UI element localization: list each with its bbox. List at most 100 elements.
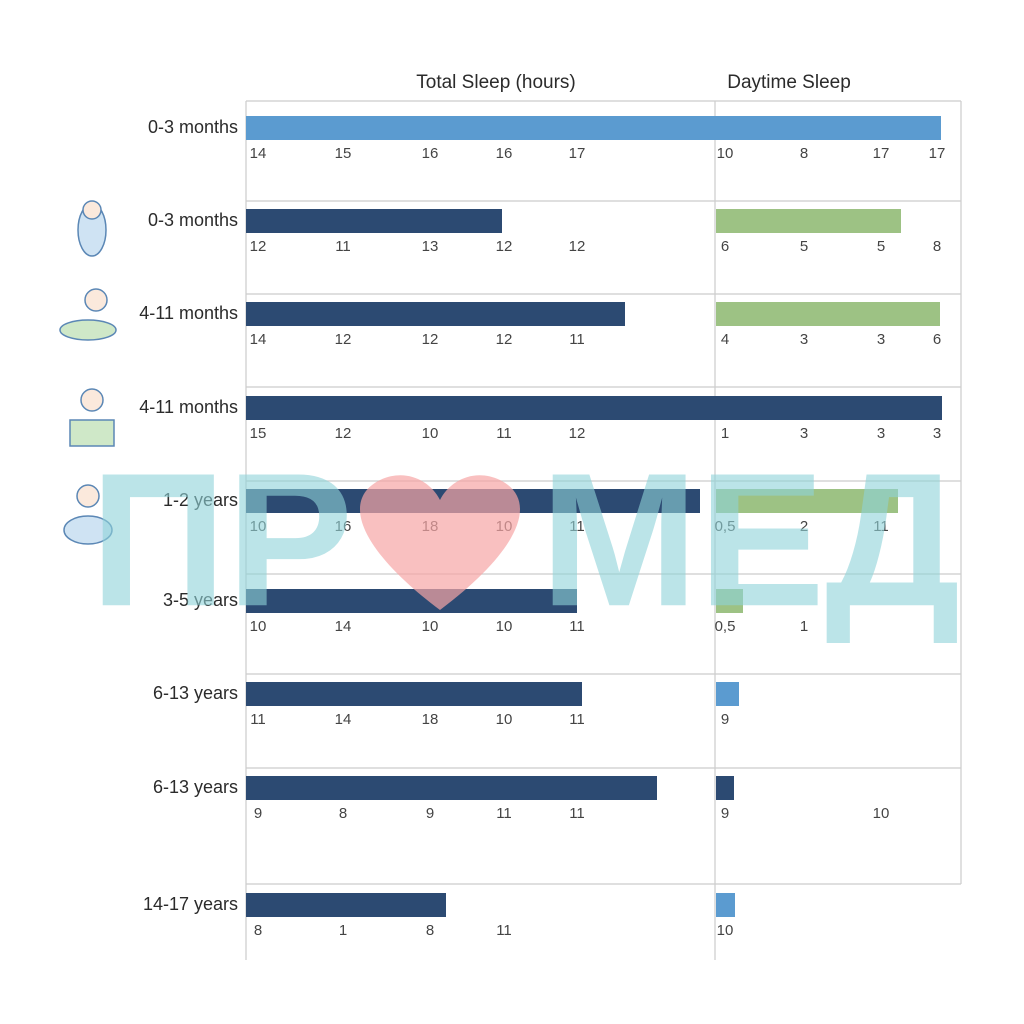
daytime-value: 3 xyxy=(877,425,885,442)
watermark: ПР МЕД xyxy=(90,434,960,646)
watermark-text: ПР xyxy=(90,434,353,646)
total-value: 11 xyxy=(496,922,512,939)
daytime-value: 0,5 xyxy=(715,518,736,535)
daytime-value: 1 xyxy=(721,425,729,442)
total-value: 17 xyxy=(569,145,586,162)
daytime-value: 4 xyxy=(721,331,729,348)
total-value: 8 xyxy=(426,922,434,939)
total-value: 12 xyxy=(422,331,439,348)
total-value: 10 xyxy=(250,518,267,535)
total-value: 10 xyxy=(422,425,439,442)
total-value: 10 xyxy=(250,618,267,635)
total-value: 10 xyxy=(496,711,513,728)
bar xyxy=(246,209,502,233)
total-value: 12 xyxy=(496,238,513,255)
daytime-value: 9 xyxy=(721,805,729,822)
daytime-value: 3 xyxy=(877,331,885,348)
total-value: 11 xyxy=(250,711,266,728)
total-value: 11 xyxy=(335,238,351,255)
total-value: 10 xyxy=(496,618,513,635)
row-label: 1-2 years xyxy=(163,490,238,510)
total-value: 16 xyxy=(496,145,513,162)
total-value: 11 xyxy=(569,711,585,728)
bar xyxy=(246,682,582,706)
bar xyxy=(246,589,577,613)
bar xyxy=(716,302,940,326)
daytime-value: 5 xyxy=(800,238,808,255)
total-value: 11 xyxy=(569,805,585,822)
daytime-header: Daytime Sleep xyxy=(727,72,851,93)
row-label: 6-13 years xyxy=(153,683,238,703)
frame xyxy=(245,100,962,960)
total-value: 12 xyxy=(569,425,586,442)
row-label: 6-13 years xyxy=(153,777,238,797)
total-value: 12 xyxy=(335,425,352,442)
daytime-value: 10 xyxy=(717,922,734,939)
total-value: 11 xyxy=(569,618,585,635)
icons xyxy=(59,200,117,545)
bar xyxy=(716,776,734,800)
daytime-value: 8 xyxy=(933,238,941,255)
total-value: 12 xyxy=(569,238,586,255)
total-value: 8 xyxy=(254,922,262,939)
total-value: 11 xyxy=(496,425,512,442)
total-value: 9 xyxy=(254,805,262,822)
row-label: 0-3 months xyxy=(148,210,238,230)
bar xyxy=(716,589,743,613)
total-value: 9 xyxy=(426,805,434,822)
daytime-value: 9 xyxy=(721,711,729,728)
total-value: 11 xyxy=(569,518,585,535)
bar xyxy=(246,302,625,326)
row-label: 0-3 months xyxy=(148,117,238,137)
bar xyxy=(716,893,735,917)
total-value: 12 xyxy=(335,331,352,348)
total-value: 18 xyxy=(422,711,439,728)
total-value: 16 xyxy=(335,518,352,535)
row-label: 4-11 months xyxy=(139,303,238,323)
daytime-value: 1 xyxy=(800,618,808,635)
daytime-value: 3 xyxy=(800,425,808,442)
daytime-value: 5 xyxy=(877,238,885,255)
total-value: 11 xyxy=(569,331,585,348)
total-value: 16 xyxy=(422,145,439,162)
row-label: 14-17 years xyxy=(143,894,238,914)
total-value: 12 xyxy=(250,238,267,255)
bar xyxy=(716,682,739,706)
daytime-value: 10 xyxy=(873,805,890,822)
daytime-value: 2 xyxy=(800,518,808,535)
daytime-value: 6 xyxy=(721,238,729,255)
bar xyxy=(246,116,941,140)
total-value: 1 xyxy=(339,922,347,939)
total-value: 14 xyxy=(250,331,267,348)
bar xyxy=(246,776,657,800)
daytime-value: 11 xyxy=(873,518,889,535)
daytime-value: 3 xyxy=(800,331,808,348)
total-value: 10 xyxy=(422,618,439,635)
total-value: 14 xyxy=(250,145,267,162)
watermark-text: МЕД xyxy=(540,434,960,646)
total-value: 15 xyxy=(335,145,352,162)
daytime-value: 6 xyxy=(933,331,941,348)
daytime-value: 17 xyxy=(929,145,946,162)
total-value: 11 xyxy=(496,805,512,822)
total-value: 8 xyxy=(339,805,347,822)
daytime-value: 0,5 xyxy=(715,618,736,635)
bar xyxy=(246,396,942,420)
bar xyxy=(716,209,901,233)
total-value: 14 xyxy=(335,711,352,728)
total-value: 15 xyxy=(250,425,267,442)
total-value: 13 xyxy=(422,238,439,255)
watermark-heart xyxy=(360,475,520,610)
daytime-value: 8 xyxy=(800,145,808,162)
daytime-value: 17 xyxy=(873,145,890,162)
total-value: 14 xyxy=(335,618,352,635)
daytime-value: 10 xyxy=(717,145,734,162)
total-header: Total Sleep (hours) xyxy=(416,72,575,93)
bar xyxy=(246,893,446,917)
row-label: 3-5 years xyxy=(163,590,238,610)
total-value: 12 xyxy=(496,331,513,348)
bar xyxy=(716,489,898,513)
daytime-value: 3 xyxy=(933,425,941,442)
